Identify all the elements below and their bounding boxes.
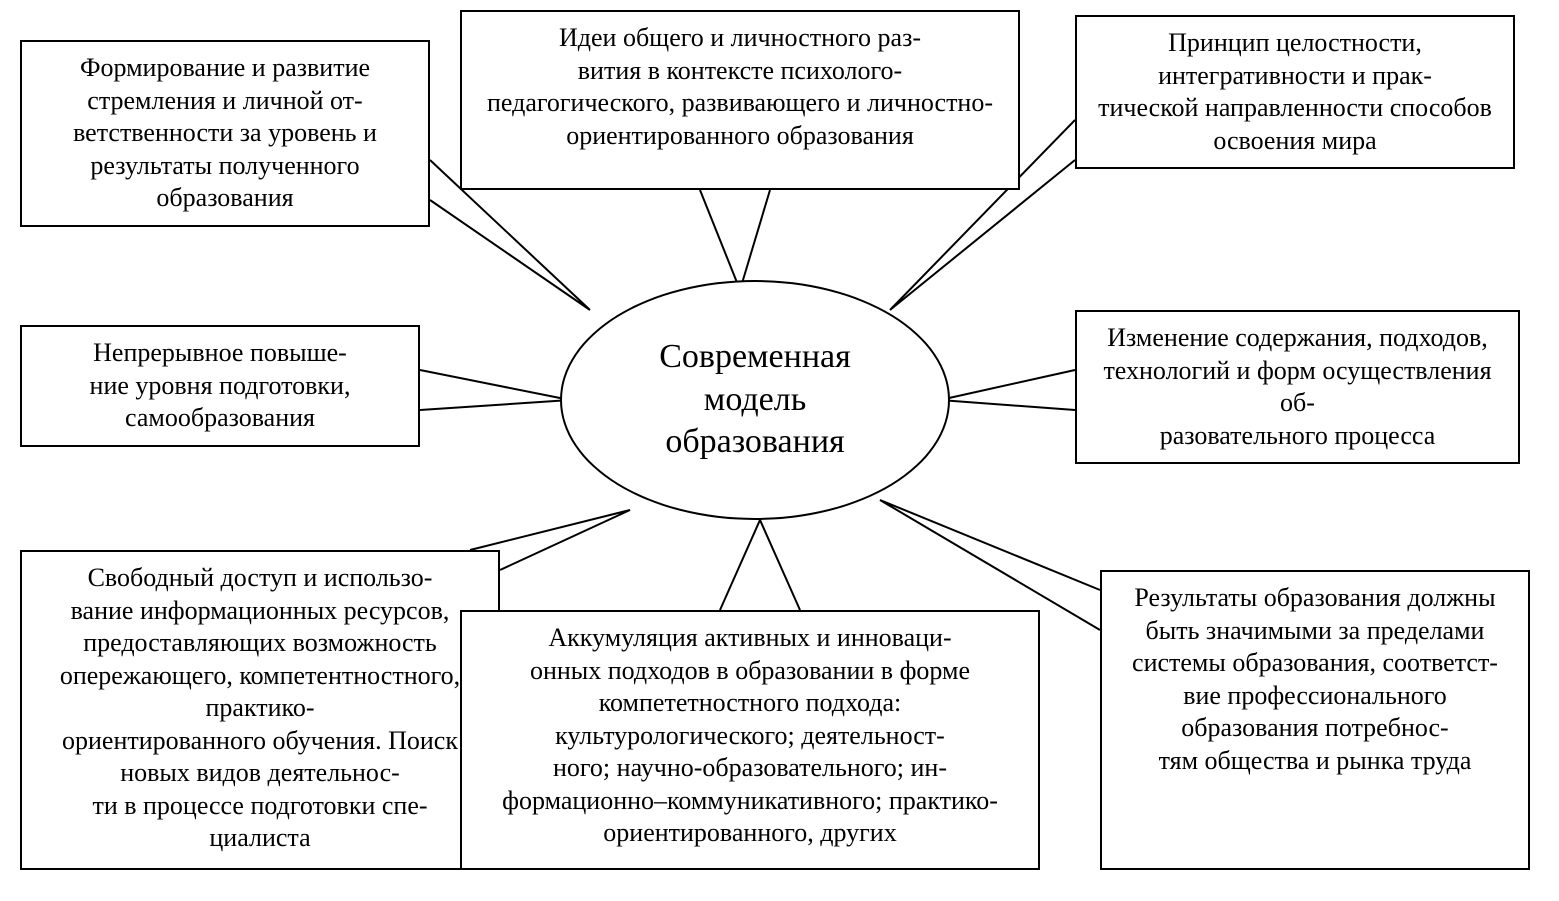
node-label: Свободный доступ и использо-вание информ… [36, 562, 484, 855]
node-mid-left: Непрерывное повыше-ние уровня подготовки… [20, 325, 420, 447]
node-label: Изменение содержания, подходов, технолог… [1091, 322, 1504, 452]
node-top-center: Идеи общего и личностного раз-вития в ко… [460, 10, 1020, 190]
callout-top-center [700, 190, 770, 290]
node-label: Непрерывное повыше-ние уровня подготовки… [36, 337, 404, 435]
node-mid-right: Изменение содержания, подходов, технолог… [1075, 310, 1520, 464]
concept-map-diagram: Современнаямодельобразования Формировани… [0, 0, 1559, 901]
node-bottom-right: Результаты образования должны быть значи… [1100, 570, 1530, 870]
node-bottom-left: Свободный доступ и использо-вание информ… [20, 550, 500, 870]
callout-bottom-center [720, 520, 800, 610]
node-top-right: Принцип целостности, интегративности и п… [1075, 15, 1515, 169]
callout-mid-left [420, 370, 570, 410]
node-top-left: Формирование и развитие стремления и лич… [20, 40, 430, 227]
node-label: Формирование и развитие стремления и лич… [36, 52, 414, 215]
center-node-label: Современнаямодельобразования [659, 336, 851, 464]
callout-mid-right [940, 370, 1075, 410]
node-bottom-center: Аккумуляция активных и инноваци-онных по… [460, 610, 1040, 870]
node-label: Аккумуляция активных и инноваци-онных по… [476, 622, 1024, 850]
node-label: Результаты образования должны быть значи… [1116, 582, 1514, 777]
center-node: Современнаямодельобразования [560, 280, 950, 520]
node-label: Принцип целостности, интегративности и п… [1091, 27, 1499, 157]
node-label: Идеи общего и личностного раз-вития в ко… [476, 22, 1004, 152]
